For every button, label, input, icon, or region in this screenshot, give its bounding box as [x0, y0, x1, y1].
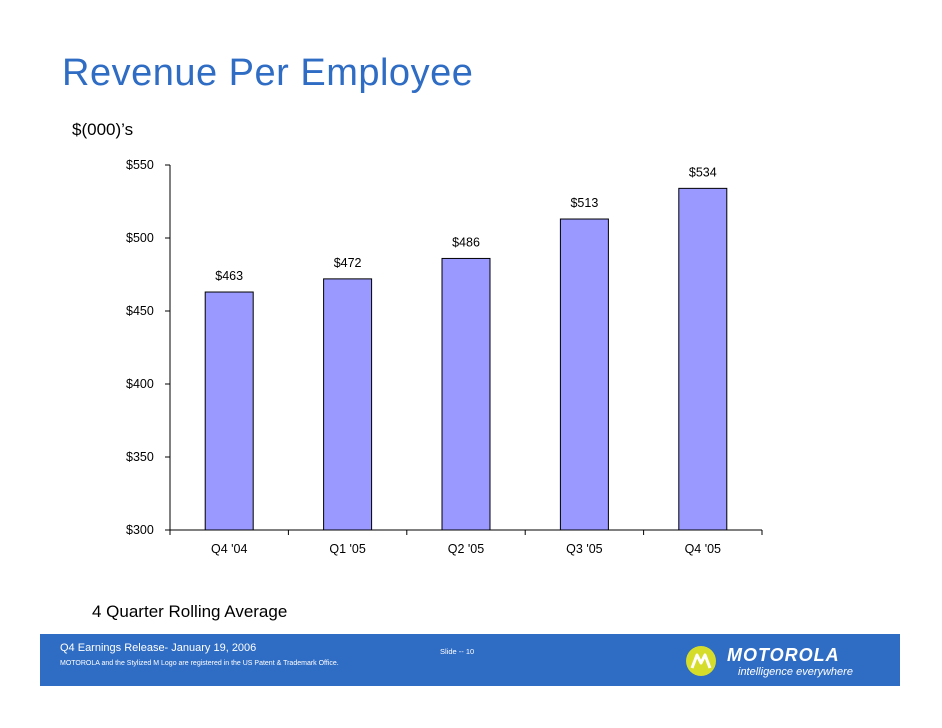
data-label: $463 — [215, 269, 243, 283]
bar — [323, 278, 373, 531]
y-tick-label: $400 — [126, 377, 154, 391]
brand-name: MOTOROLA — [727, 645, 840, 665]
bar-chart: $300 $350 $400 $450 $500 $550 $463 Q4 '04 $472 Q1… — [126, 158, 763, 556]
units-label: $(000)’s — [72, 120, 134, 139]
y-tick-label: $550 — [126, 158, 154, 172]
slide-number: Slide -- 10 — [440, 647, 475, 656]
chart-caption: 4 Quarter Rolling Average — [92, 602, 288, 621]
y-tick-label: $350 — [126, 450, 154, 464]
data-label: $534 — [689, 165, 717, 179]
bar — [559, 218, 609, 531]
bar — [204, 291, 254, 531]
y-tick-label: $300 — [126, 523, 154, 537]
motorola-m-logo-icon — [686, 646, 716, 676]
x-tick-label: Q4 '05 — [685, 542, 721, 556]
x-tick-label: Q2 '05 — [448, 542, 484, 556]
bar — [441, 257, 491, 531]
x-tick-label: Q1 '05 — [329, 542, 365, 556]
brand-tagline: intelligence everywhere — [738, 666, 853, 678]
slide-title: Revenue Per Employee — [62, 52, 474, 94]
footer-bar: Q4 Earnings Release- January 19, 2006 MO… — [40, 634, 900, 686]
data-label: $513 — [570, 196, 598, 210]
x-tick-label: Q4 '04 — [211, 542, 247, 556]
x-tick-label: Q3 '05 — [566, 542, 602, 556]
data-label: $472 — [334, 256, 362, 270]
y-tick-label: $450 — [126, 304, 154, 318]
data-label: $486 — [452, 235, 480, 249]
y-tick-label: $500 — [126, 231, 154, 245]
motorola-logo: MOTOROLA intelligence everywhere — [682, 642, 898, 682]
footer-release-info: Q4 Earnings Release- January 19, 2006 — [60, 642, 257, 654]
bar — [678, 187, 728, 531]
footer-trademark-notice: MOTOROLA and the Stylized M Logo are reg… — [60, 660, 339, 667]
